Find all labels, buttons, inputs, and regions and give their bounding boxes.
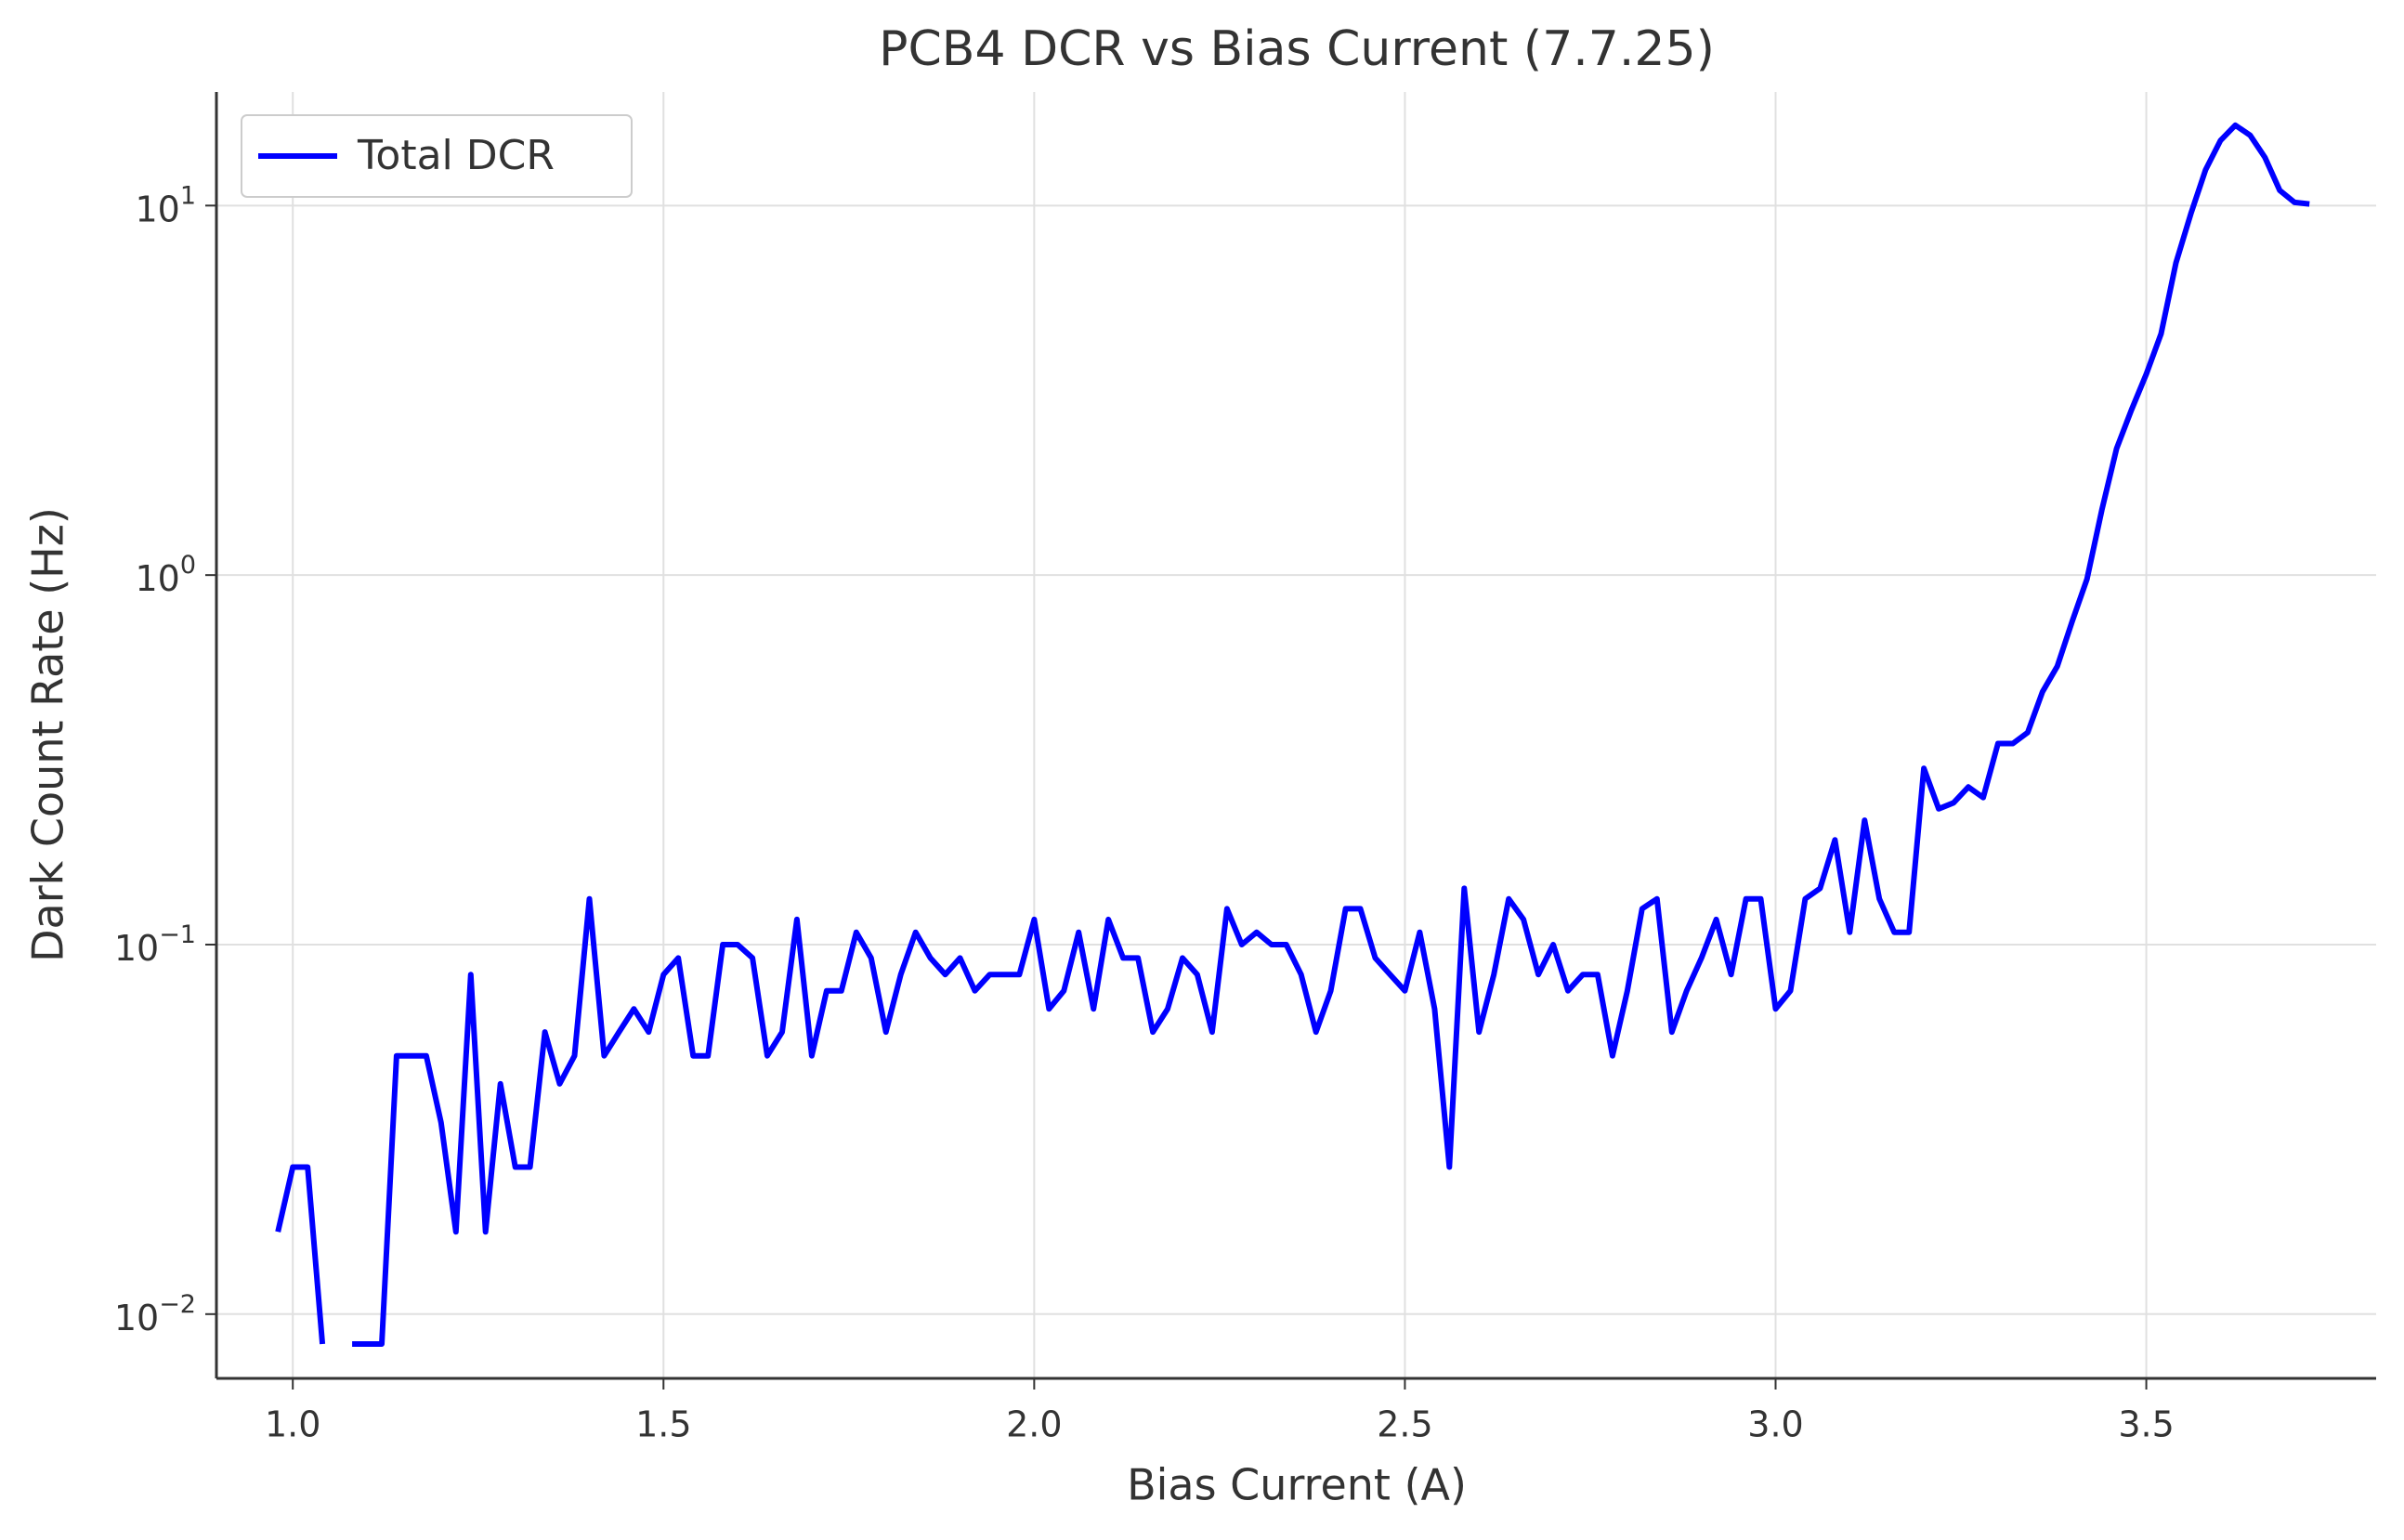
y-tick-label: 100 <box>135 551 196 599</box>
x-tick-label: 2.0 <box>1006 1404 1062 1445</box>
y-tick-label: 10−2 <box>114 1289 196 1338</box>
x-tick-label: 1.5 <box>635 1404 691 1445</box>
y-tick-label: 101 <box>135 181 196 229</box>
chart-title: PCB4 DCR vs Bias Current (7.7.25) <box>879 21 1715 77</box>
x-tick-label: 2.5 <box>1377 1404 1432 1445</box>
y-axis-label: Dark Count Rate (Hz) <box>23 507 73 962</box>
x-tick-label: 3.0 <box>1747 1404 1803 1445</box>
data-line <box>275 122 2310 1347</box>
legend-label: Total DCR <box>357 132 555 179</box>
legend-box <box>241 114 633 198</box>
x-axis-label: Bias Current (A) <box>1127 1460 1467 1510</box>
y-tick-label: 10−1 <box>114 920 196 968</box>
x-tick-label: 1.0 <box>265 1404 320 1445</box>
x-tick-label: 3.5 <box>2118 1404 2174 1445</box>
